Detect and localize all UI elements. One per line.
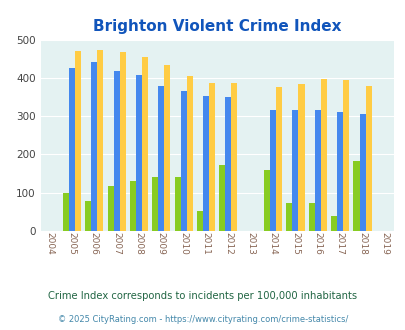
Bar <box>292 111 298 231</box>
Bar <box>320 79 326 231</box>
Bar <box>196 211 202 231</box>
Bar <box>308 203 314 231</box>
Bar <box>219 165 225 231</box>
Bar <box>158 86 164 231</box>
Bar <box>358 114 364 231</box>
Bar <box>75 51 81 231</box>
Bar <box>97 50 103 231</box>
Bar <box>113 71 119 231</box>
Bar <box>263 170 269 231</box>
Bar <box>186 76 192 231</box>
Bar <box>136 75 142 231</box>
Bar <box>364 86 371 231</box>
Bar <box>91 62 97 231</box>
Bar <box>107 186 113 231</box>
Bar <box>330 216 336 231</box>
Bar <box>202 96 209 231</box>
Bar <box>130 181 136 231</box>
Text: Crime Index corresponds to incidents per 100,000 inhabitants: Crime Index corresponds to incidents per… <box>48 291 357 301</box>
Bar <box>286 203 292 231</box>
Bar <box>225 97 231 231</box>
Bar <box>119 52 126 231</box>
Bar <box>269 111 275 231</box>
Bar <box>209 83 215 231</box>
Bar <box>85 201 91 231</box>
Bar <box>63 193 69 231</box>
Bar <box>336 112 342 231</box>
Bar <box>164 65 170 231</box>
Bar <box>152 177 158 231</box>
Bar <box>298 84 304 231</box>
Text: © 2025 CityRating.com - https://www.cityrating.com/crime-statistics/: © 2025 CityRating.com - https://www.city… <box>58 315 347 324</box>
Bar <box>275 87 281 231</box>
Bar <box>142 57 148 231</box>
Bar <box>174 177 180 231</box>
Bar <box>353 161 358 231</box>
Bar <box>314 111 320 231</box>
Bar <box>342 80 348 231</box>
Bar <box>231 83 237 231</box>
Bar <box>69 68 75 231</box>
Title: Brighton Violent Crime Index: Brighton Violent Crime Index <box>93 19 341 34</box>
Bar <box>180 91 186 231</box>
